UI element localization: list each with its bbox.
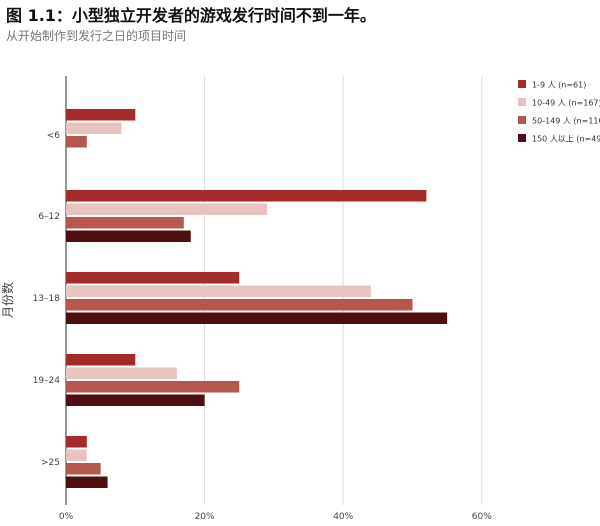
bar xyxy=(66,394,205,406)
y-axis-title: 月份数 xyxy=(0,282,15,318)
category-label: 13–18 xyxy=(33,294,61,304)
x-tick-label: 60% xyxy=(472,512,492,522)
bar xyxy=(66,436,87,448)
chart-subtitle: 从开始制作到发行之日的项目时间 xyxy=(6,29,187,43)
legend-swatch xyxy=(518,98,526,106)
x-tick-label: 40% xyxy=(333,512,353,522)
legend-swatch xyxy=(518,134,526,142)
category-label: >25 xyxy=(41,458,60,468)
bar xyxy=(66,230,191,242)
bar xyxy=(66,285,371,297)
bar xyxy=(66,476,108,488)
bar xyxy=(66,203,267,215)
bar xyxy=(66,136,87,148)
legend-swatch xyxy=(518,116,526,124)
bar xyxy=(66,190,427,202)
bar xyxy=(66,299,413,311)
chart-title: 图 1.1：小型独立开发者的游戏发行时间不到一年。 xyxy=(6,6,376,25)
bar xyxy=(66,367,177,379)
bar xyxy=(66,312,448,324)
legend-label: 50-149 人 (n=110) xyxy=(532,117,600,126)
bar xyxy=(66,109,136,121)
bar xyxy=(66,449,87,461)
bar xyxy=(66,463,101,475)
category-label: 19–24 xyxy=(33,376,61,386)
legend-label: 150 人以上 (n=49) xyxy=(532,135,600,144)
bar xyxy=(66,122,122,134)
legend-label: 10-49 人 (n=167) xyxy=(532,99,600,108)
bar xyxy=(66,381,240,393)
bar xyxy=(66,354,136,366)
legend-swatch xyxy=(518,80,526,88)
x-tick-label: 20% xyxy=(195,512,215,522)
legend-label: 1-9 人 (n=61) xyxy=(532,81,586,90)
category-label: 6–12 xyxy=(38,212,60,222)
bar xyxy=(66,272,240,284)
bar xyxy=(66,217,184,229)
x-tick-label: 0% xyxy=(59,512,74,522)
category-label: <6 xyxy=(47,131,61,141)
